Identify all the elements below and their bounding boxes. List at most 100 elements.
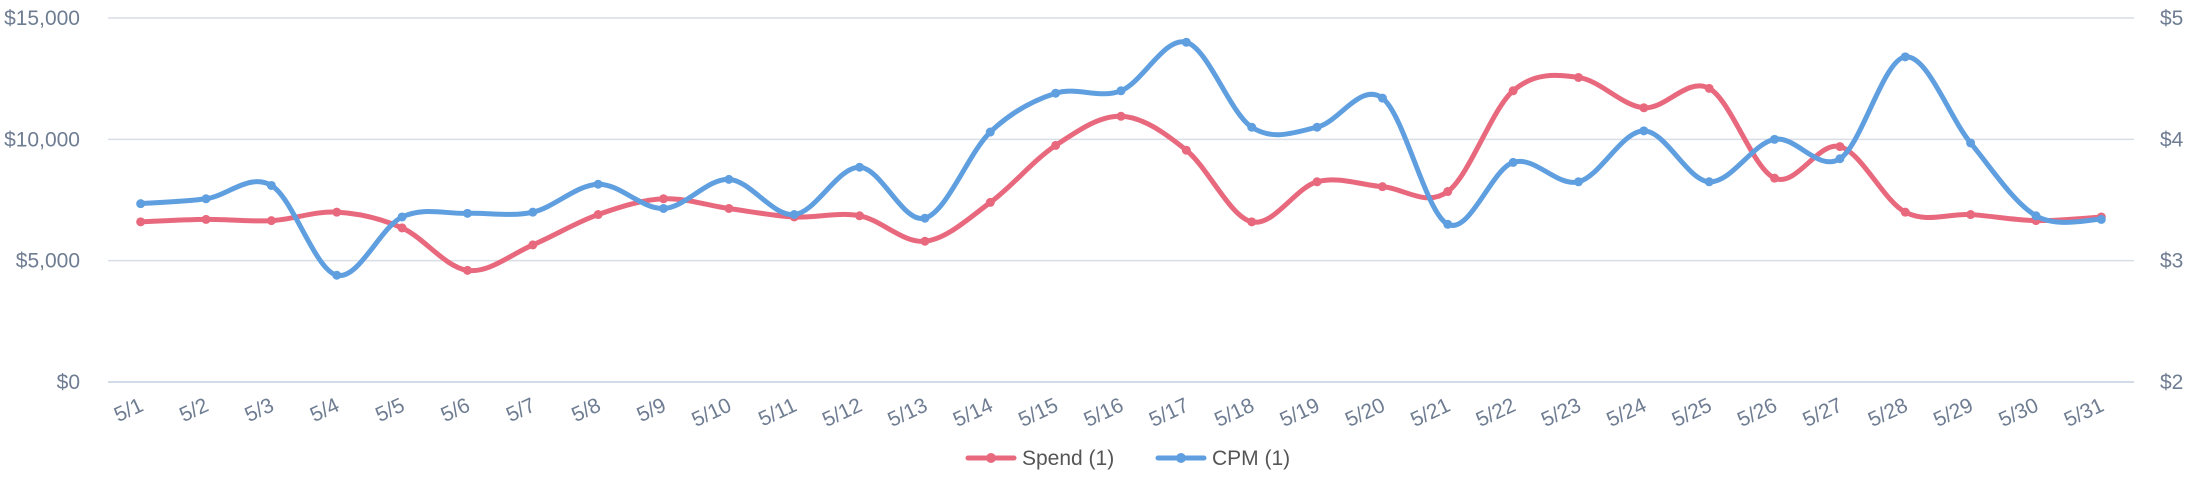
data-point[interactable] bbox=[1181, 37, 1191, 47]
left-axis-tick-label: $0 bbox=[57, 371, 80, 394]
data-point[interactable] bbox=[1835, 142, 1845, 152]
x-axis-tick-label: 5/17 bbox=[1146, 394, 1193, 432]
data-point[interactable] bbox=[266, 216, 276, 226]
data-point[interactable] bbox=[1704, 83, 1714, 93]
data-point[interactable] bbox=[462, 265, 472, 275]
data-point[interactable] bbox=[1770, 173, 1780, 183]
data-point[interactable] bbox=[201, 214, 211, 224]
x-axis-ticks: 5/1 5/2 5/3 5/4 5/5 5/6 5/7 5/8 5/9 5/10 5/11 5/12 5… bbox=[111, 394, 2108, 432]
x-axis-tick-label: 5/29 bbox=[1930, 394, 1977, 432]
data-point[interactable] bbox=[1573, 177, 1583, 187]
data-point[interactable] bbox=[201, 194, 211, 204]
x-axis-tick-label: 5/6 bbox=[437, 394, 473, 427]
data-point[interactable] bbox=[1116, 111, 1126, 121]
x-axis-tick-label: 5/18 bbox=[1211, 394, 1258, 432]
data-point[interactable] bbox=[985, 197, 995, 207]
data-point[interactable] bbox=[397, 223, 407, 233]
data-point[interactable] bbox=[528, 207, 538, 217]
right-axis-tick-label: $3 bbox=[2160, 250, 2183, 273]
data-point[interactable] bbox=[920, 236, 930, 246]
data-point[interactable] bbox=[1639, 126, 1649, 136]
x-axis-tick-label: 5/21 bbox=[1407, 394, 1454, 432]
legend-item[interactable]: Spend (1) bbox=[965, 447, 1114, 470]
x-axis-tick-label: 5/24 bbox=[1603, 394, 1650, 432]
data-point[interactable] bbox=[1835, 154, 1845, 164]
right-axis-tick-label: $5 bbox=[2160, 7, 2183, 30]
data-point[interactable] bbox=[462, 208, 472, 218]
x-axis-tick-label: 5/27 bbox=[1799, 394, 1846, 432]
x-axis-tick-label: 5/1 bbox=[111, 394, 147, 427]
data-point[interactable] bbox=[1116, 86, 1126, 96]
x-axis-tick-label: 5/13 bbox=[884, 394, 931, 432]
data-point[interactable] bbox=[1900, 52, 1910, 62]
data-point[interactable] bbox=[1312, 177, 1322, 187]
data-point[interactable] bbox=[1377, 182, 1387, 192]
x-axis-tick-label: 5/14 bbox=[950, 394, 997, 432]
x-axis-tick-label: 5/16 bbox=[1080, 394, 1127, 432]
x-axis-tick-label: 5/8 bbox=[568, 394, 604, 427]
data-point[interactable] bbox=[724, 174, 734, 184]
series-1 bbox=[136, 72, 2106, 275]
data-point[interactable] bbox=[1443, 187, 1453, 197]
data-point[interactable] bbox=[985, 127, 995, 137]
data-point[interactable] bbox=[2096, 214, 2106, 224]
data-point[interactable] bbox=[1508, 157, 1518, 167]
data-point[interactable] bbox=[855, 162, 865, 172]
data-point[interactable] bbox=[659, 194, 669, 204]
data-point[interactable] bbox=[1704, 177, 1714, 187]
data-point[interactable] bbox=[1377, 93, 1387, 103]
data-point[interactable] bbox=[2031, 211, 2041, 221]
data-point[interactable] bbox=[528, 240, 538, 250]
data-point[interactable] bbox=[332, 207, 342, 217]
legend-item[interactable]: CPM (1) bbox=[1155, 447, 1290, 470]
data-point[interactable] bbox=[593, 210, 603, 220]
data-point[interactable] bbox=[659, 203, 669, 213]
left-axis-ticks: $0 $5,000 $10,000 $15,000 bbox=[4, 7, 80, 394]
data-point[interactable] bbox=[1247, 122, 1257, 132]
x-axis-tick-label: 5/25 bbox=[1669, 394, 1716, 432]
data-point[interactable] bbox=[397, 212, 407, 222]
data-point[interactable] bbox=[1770, 134, 1780, 144]
data-point[interactable] bbox=[724, 203, 734, 213]
x-axis-tick-label: 5/12 bbox=[819, 394, 866, 432]
data-point[interactable] bbox=[855, 211, 865, 221]
series-2 bbox=[136, 37, 2106, 280]
data-point[interactable] bbox=[1639, 103, 1649, 113]
data-point[interactable] bbox=[789, 210, 799, 220]
left-axis-tick-label: $10,000 bbox=[4, 128, 80, 151]
data-point[interactable] bbox=[1966, 210, 1976, 220]
data-point[interactable] bbox=[1247, 217, 1257, 227]
x-axis-tick-label: 5/2 bbox=[176, 394, 212, 427]
x-axis-tick-label: 5/28 bbox=[1865, 394, 1912, 432]
x-axis-tick-label: 5/11 bbox=[755, 394, 800, 431]
data-point[interactable] bbox=[593, 179, 603, 189]
x-axis-tick-label: 5/9 bbox=[633, 394, 669, 427]
data-point[interactable] bbox=[1181, 145, 1191, 155]
legend-label: Spend (1) bbox=[1022, 447, 1114, 470]
data-point[interactable] bbox=[136, 199, 146, 209]
x-axis-tick-label: 5/7 bbox=[503, 394, 539, 427]
series-line bbox=[138, 72, 2104, 274]
x-axis-tick-label: 5/22 bbox=[1472, 394, 1519, 432]
data-point[interactable] bbox=[920, 213, 930, 223]
x-axis-tick-label: 5/26 bbox=[1734, 394, 1781, 432]
series-lines bbox=[136, 37, 2106, 280]
data-point[interactable] bbox=[1508, 86, 1518, 96]
data-point[interactable] bbox=[1443, 219, 1453, 229]
data-point[interactable] bbox=[1573, 72, 1583, 82]
x-axis-tick-label: 5/10 bbox=[688, 394, 735, 432]
x-axis-tick-label: 5/20 bbox=[1342, 394, 1389, 432]
left-axis-tick-label: $15,000 bbox=[4, 7, 80, 30]
right-axis-ticks: $2 $3 $4 $5 bbox=[2160, 7, 2184, 394]
data-point[interactable] bbox=[1312, 122, 1322, 132]
data-point[interactable] bbox=[266, 180, 276, 190]
data-point[interactable] bbox=[332, 270, 342, 280]
data-point[interactable] bbox=[136, 217, 146, 227]
data-point[interactable] bbox=[1051, 140, 1061, 150]
data-point[interactable] bbox=[1966, 138, 1976, 148]
legend-label: CPM (1) bbox=[1212, 447, 1290, 470]
x-axis-tick-label: 5/31 bbox=[2061, 394, 2108, 432]
x-axis-tick-label: 5/23 bbox=[1538, 394, 1585, 432]
data-point[interactable] bbox=[1051, 88, 1061, 98]
data-point[interactable] bbox=[1900, 207, 1910, 217]
